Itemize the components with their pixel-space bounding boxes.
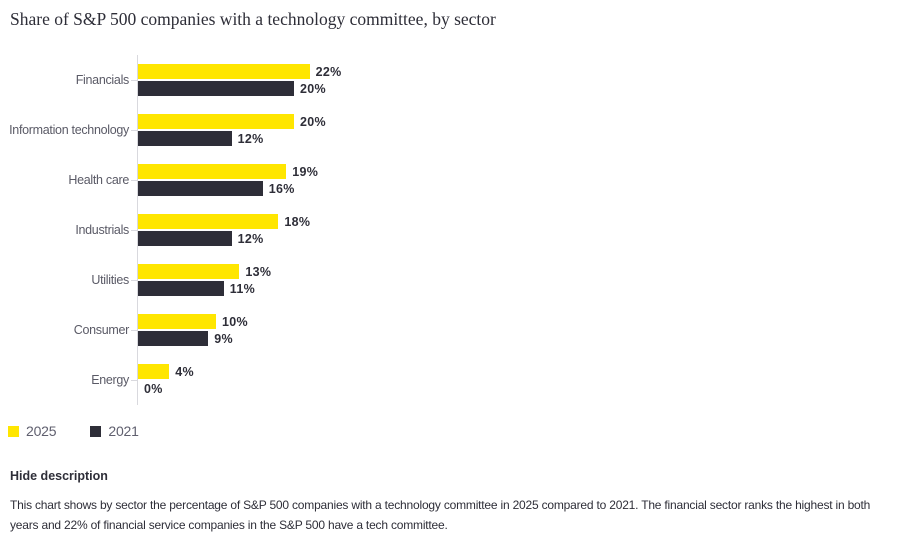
legend-swatch-2021 [90, 425, 102, 437]
chart-row: Energy 4% 0% [0, 355, 902, 405]
row-plot: 13% 11% [131, 255, 902, 305]
bar-value: 10% [222, 314, 248, 329]
bar-value: 20% [300, 114, 326, 129]
bar-line: 9% [138, 331, 902, 346]
chart-row: Utilities 13% 11% [0, 255, 902, 305]
legend-item-2021: 2021 [90, 423, 139, 439]
bar-value: 12% [237, 131, 264, 146]
row-plot: 22% 20% [131, 55, 902, 105]
row-plot: 4% 0% [131, 355, 902, 405]
legend-label-2021: 2021 [108, 423, 139, 439]
bar-value: 0% [144, 381, 163, 396]
bar-2021 [138, 331, 209, 346]
bar-2021 [138, 81, 294, 96]
row-plot: 18% 12% [131, 205, 902, 255]
axis-tick [131, 230, 138, 231]
bar-value: 19% [292, 164, 319, 179]
bar-line: 0% [138, 381, 902, 396]
bar-line: 16% [138, 181, 902, 196]
bar-value: 18% [284, 214, 311, 229]
bar-value: 22% [315, 64, 342, 79]
category-label: Industrials [75, 223, 129, 237]
category-label: Energy [91, 373, 129, 387]
bar-2025 [138, 114, 294, 129]
bar-line: 12% [138, 131, 902, 146]
legend-item-2025: 2025 [8, 423, 57, 439]
category-label: Consumer [73, 323, 130, 337]
bar-line: 10% [138, 314, 902, 329]
axis-tick [131, 280, 138, 281]
chart-description: This chart shows by sector the percentag… [10, 498, 871, 532]
axis-tick [131, 180, 138, 181]
bar-2025 [138, 164, 287, 179]
chart-row: Financials 22% 20% [0, 55, 902, 105]
bar-value: 12% [237, 231, 264, 246]
bar-value: 20% [300, 81, 326, 96]
category-label: Financials [75, 73, 130, 87]
bar-line: 20% [138, 81, 902, 96]
axis-tick [131, 130, 138, 131]
category-label: Utilities [91, 273, 129, 287]
bar-line: 11% [138, 281, 902, 296]
bar-value: 11% [229, 281, 256, 296]
bar-value: 4% [175, 364, 194, 379]
bar-value: 9% [214, 331, 233, 346]
bar-line: 13% [138, 264, 902, 279]
chart-title: Share of S&P 500 companies with a techno… [10, 9, 496, 29]
axis-tick [131, 380, 138, 381]
bar-2025 [138, 314, 216, 329]
bar-2025 [138, 364, 170, 379]
hide-description-toggle[interactable]: Hide description [10, 469, 108, 483]
bar-2021 [138, 131, 232, 146]
legend-swatch-2025 [8, 425, 19, 437]
bar-value: 13% [245, 264, 272, 279]
axis-tick [131, 330, 138, 331]
bar-2025 [138, 264, 240, 279]
bar-line: 4% [138, 364, 902, 379]
chart-row: Industrials 18% 12% [0, 205, 902, 255]
chart-rows: Financials 22% 20% Information technology 20… [0, 55, 902, 405]
bar-line: 19% [138, 164, 902, 179]
bar-2021 [138, 281, 224, 296]
bar-chart: Financials 22% 20% Information technology 20… [0, 55, 902, 405]
bar-2021 [138, 181, 263, 196]
bar-line: 12% [138, 231, 902, 246]
row-plot: 10% 9% [131, 305, 902, 355]
chart-row: Information technology 20% 12% [0, 105, 902, 155]
legend: 2025 2021 [8, 423, 902, 439]
row-plot: 19% 16% [131, 155, 902, 205]
bar-2021 [138, 231, 232, 246]
bar-2025 [138, 64, 310, 79]
chart-row: Consumer 10% 9% [0, 305, 902, 355]
category-label: Information technology [9, 123, 129, 137]
row-plot: 20% 12% [131, 105, 902, 155]
bar-line: 20% [138, 114, 902, 129]
chart-row: Health care 19% 16% [0, 155, 902, 205]
axis-tick [131, 80, 138, 81]
bar-value: 16% [268, 181, 295, 196]
bar-line: 18% [138, 214, 902, 229]
category-label: Health care [68, 173, 129, 187]
bar-line: 22% [138, 64, 902, 79]
bar-2025 [138, 214, 279, 229]
legend-label-2025: 2025 [26, 423, 57, 439]
